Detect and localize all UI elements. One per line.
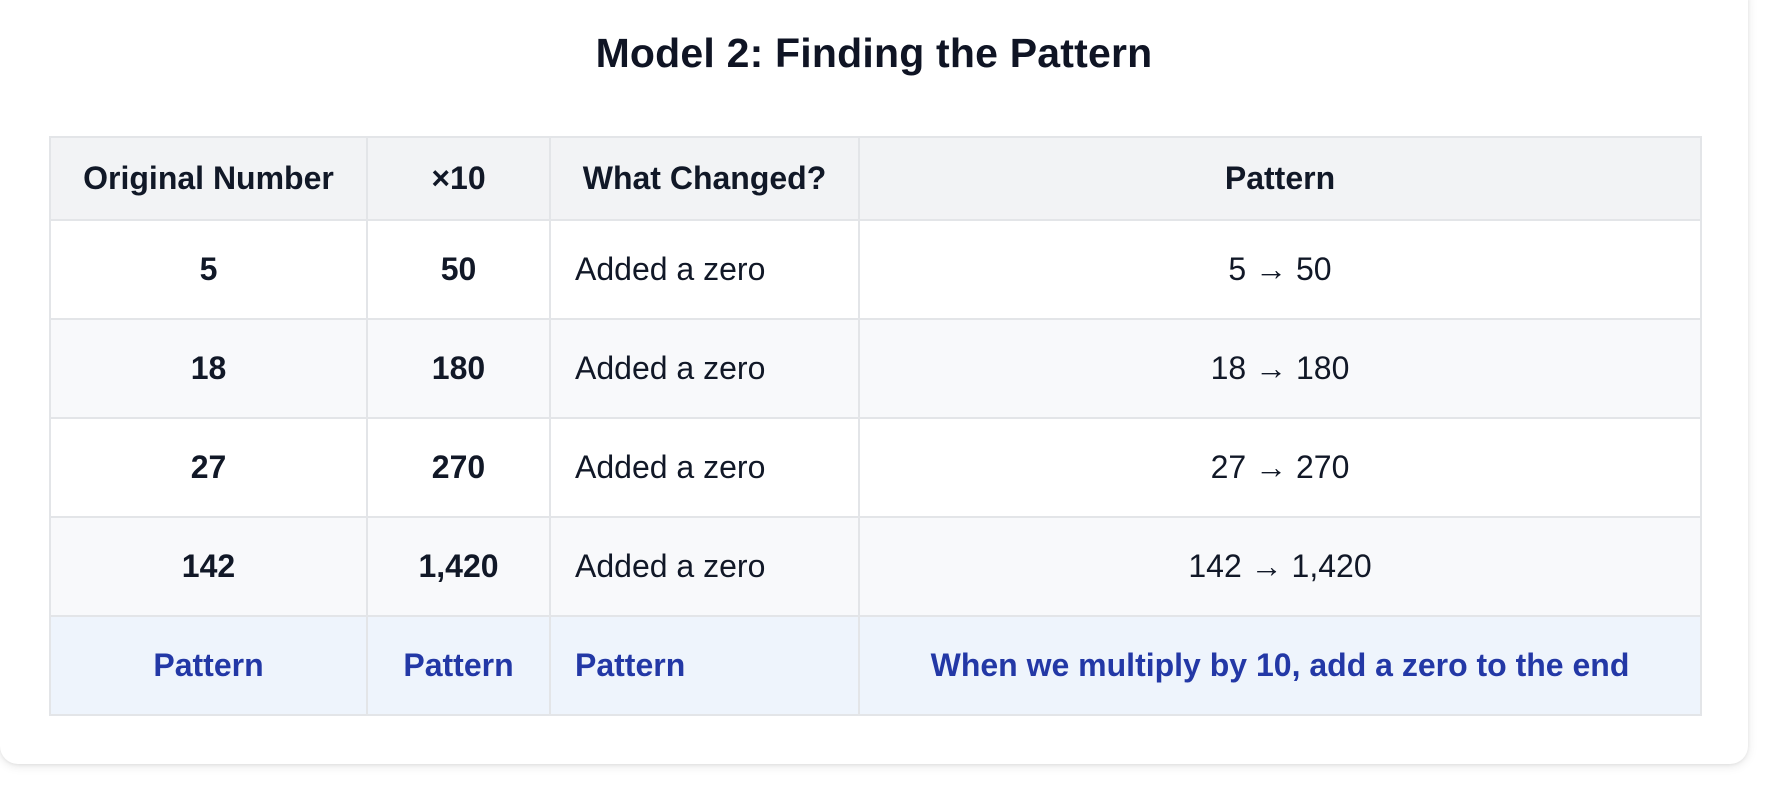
cell-original: 142 <box>49 516 368 617</box>
table-header: Original Number ×10 What Changed? Patter… <box>49 136 1702 221</box>
cell-pattern: 5 → 50 <box>858 219 1702 320</box>
cell-change: Added a zero <box>549 318 860 419</box>
cell-original: 27 <box>49 417 368 518</box>
cell-change: Added a zero <box>549 219 860 320</box>
summary-cell-1: Pattern <box>49 615 368 716</box>
table-row: 18 180 Added a zero 18 → 180 <box>49 318 1702 419</box>
summary-cell-2: Pattern <box>366 615 551 716</box>
cell-times-ten: 50 <box>366 219 551 320</box>
cell-change: Added a zero <box>549 516 860 617</box>
pattern-table: Original Number ×10 What Changed? Patter… <box>49 136 1702 716</box>
cell-change: Added a zero <box>549 417 860 518</box>
header-pattern: Pattern <box>858 136 1702 221</box>
header-times-ten: ×10 <box>366 136 551 221</box>
cell-times-ten: 1,420 <box>366 516 551 617</box>
cell-pattern: 142 → 1,420 <box>858 516 1702 617</box>
header-original-number: Original Number <box>49 136 368 221</box>
header-row: Original Number ×10 What Changed? Patter… <box>49 136 1702 221</box>
table-row: 5 50 Added a zero 5 → 50 <box>49 219 1702 320</box>
cell-times-ten: 270 <box>366 417 551 518</box>
cell-original: 18 <box>49 318 368 419</box>
cell-pattern: 27 → 270 <box>858 417 1702 518</box>
page-title: Model 2: Finding the Pattern <box>595 30 1153 76</box>
summary-row: Pattern Pattern Pattern When we multiply… <box>49 615 1702 716</box>
summary-cell-3: Pattern <box>549 615 860 716</box>
cell-pattern: 18 → 180 <box>858 318 1702 419</box>
table-row: 142 1,420 Added a zero 142 → 1,420 <box>49 516 1702 617</box>
table-body: 5 50 Added a zero 5 → 50 18 180 Added a … <box>49 219 1702 716</box>
header-what-changed: What Changed? <box>549 136 860 221</box>
cell-times-ten: 180 <box>366 318 551 419</box>
summary-pattern-rule: When we multiply by 10, add a zero to th… <box>858 615 1702 716</box>
table-row: 27 270 Added a zero 27 → 270 <box>49 417 1702 518</box>
cell-original: 5 <box>49 219 368 320</box>
